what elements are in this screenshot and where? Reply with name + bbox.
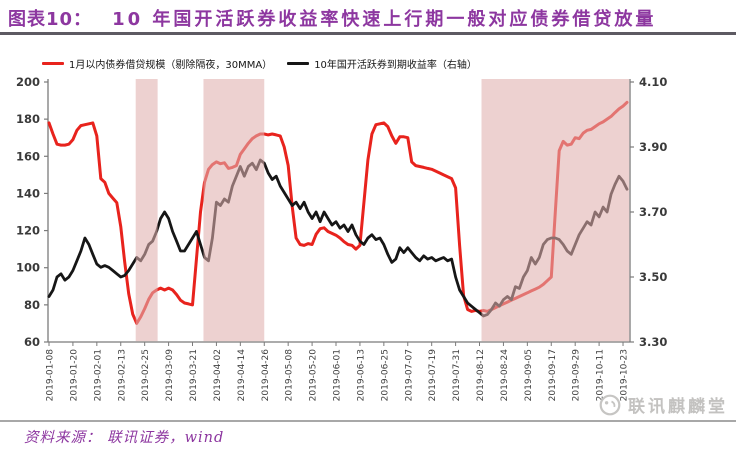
x-tick-label: 2019-06-13	[356, 349, 366, 401]
x-tick-label: 2019-09-29	[572, 349, 582, 402]
left-tick-label: 140	[16, 186, 40, 200]
chart-legend: 1月以内债券借贷规模（剔除隔夜，30MMA） 10年国开活跃券到期收益率（右轴）	[42, 56, 477, 71]
highlight-band	[203, 79, 265, 342]
x-tick-label: 2019-10-23	[620, 349, 630, 401]
left-tick-label: 60	[24, 335, 40, 349]
highlight-band	[135, 79, 158, 342]
x-tick-label: 2019-05-08	[285, 349, 295, 402]
x-tick-label: 2019-08-24	[500, 349, 510, 402]
x-tick-label: 2019-03-09	[165, 349, 175, 402]
x-tick-label: 2019-05-20	[309, 349, 319, 402]
x-tick-label: 2019-09-17	[548, 349, 558, 401]
left-tick-label: 200	[16, 75, 40, 89]
legend-label-bond-lending: 1月以内债券借贷规模（剔除隔夜，30MMA）	[69, 60, 273, 71]
right-tick-label: 3.50	[639, 270, 667, 284]
x-tick-label: 2019-02-01	[93, 349, 103, 401]
watermark-text: 联讯麒麟堂	[628, 397, 728, 417]
right-tick-label: 3.90	[639, 140, 667, 154]
x-tick-label: 2019-01-08	[46, 349, 56, 402]
legend-label-yield: 10年国开活跃券到期收益率（右轴）	[314, 60, 477, 71]
source-note: 资料来源： 联讯证券，wind	[24, 430, 225, 446]
x-tick-label: 2019-07-19	[428, 349, 438, 402]
right-tick-label: 4.10	[639, 75, 667, 89]
highlight-band	[481, 79, 630, 342]
x-tick-label: 2019-01-20	[69, 349, 79, 402]
x-tick-label: 2019-04-02	[213, 349, 223, 401]
title-divider	[0, 32, 736, 35]
x-tick-label: 2019-07-07	[404, 349, 414, 401]
left-tick-label: 80	[24, 298, 40, 312]
x-tick-label: 2019-06-01	[333, 349, 343, 401]
figure-title-text: 10 年国开活跃券收益率快速上行期一般对应债券借贷放量	[112, 9, 657, 30]
figure-number: 图表10：	[8, 9, 93, 30]
qilin-logo-icon	[599, 394, 621, 415]
x-tick-label: 2019-04-14	[237, 349, 247, 402]
x-tick-label: 2019-08-12	[476, 349, 486, 401]
legend-item-yield: 10年国开活跃券到期收益率（右轴）	[287, 56, 477, 71]
x-tick-label: 2019-02-25	[141, 349, 151, 401]
left-tick-label: 100	[16, 261, 40, 275]
right-tick-label: 3.30	[639, 335, 667, 349]
left-tick-label: 180	[16, 112, 40, 126]
watermark: 联讯麒麟堂	[598, 392, 728, 417]
left-tick-label: 120	[16, 224, 40, 238]
x-tick-label: 2019-07-31	[452, 349, 462, 401]
x-tick-label: 2019-10-11	[596, 349, 606, 401]
x-tick-label: 2019-06-25	[380, 349, 390, 401]
legend-item-bond-lending: 1月以内债券借贷规模（剔除隔夜，30MMA）	[42, 56, 272, 71]
right-tick-label: 3.70	[639, 205, 667, 219]
figure-title: 图表10： 10 年国开活跃券收益率快速上行期一般对应债券借贷放量	[8, 5, 732, 31]
left-tick-label: 160	[16, 149, 40, 163]
red-line-swatch-icon	[42, 61, 64, 66]
x-tick-label: 2019-03-21	[189, 349, 199, 401]
black-line-swatch-icon	[287, 61, 310, 66]
x-tick-label: 2019-04-26	[261, 349, 271, 402]
x-tick-label: 2019-09-05	[524, 349, 534, 401]
footer-divider	[0, 420, 736, 422]
x-tick-label: 2019-02-13	[117, 349, 127, 401]
